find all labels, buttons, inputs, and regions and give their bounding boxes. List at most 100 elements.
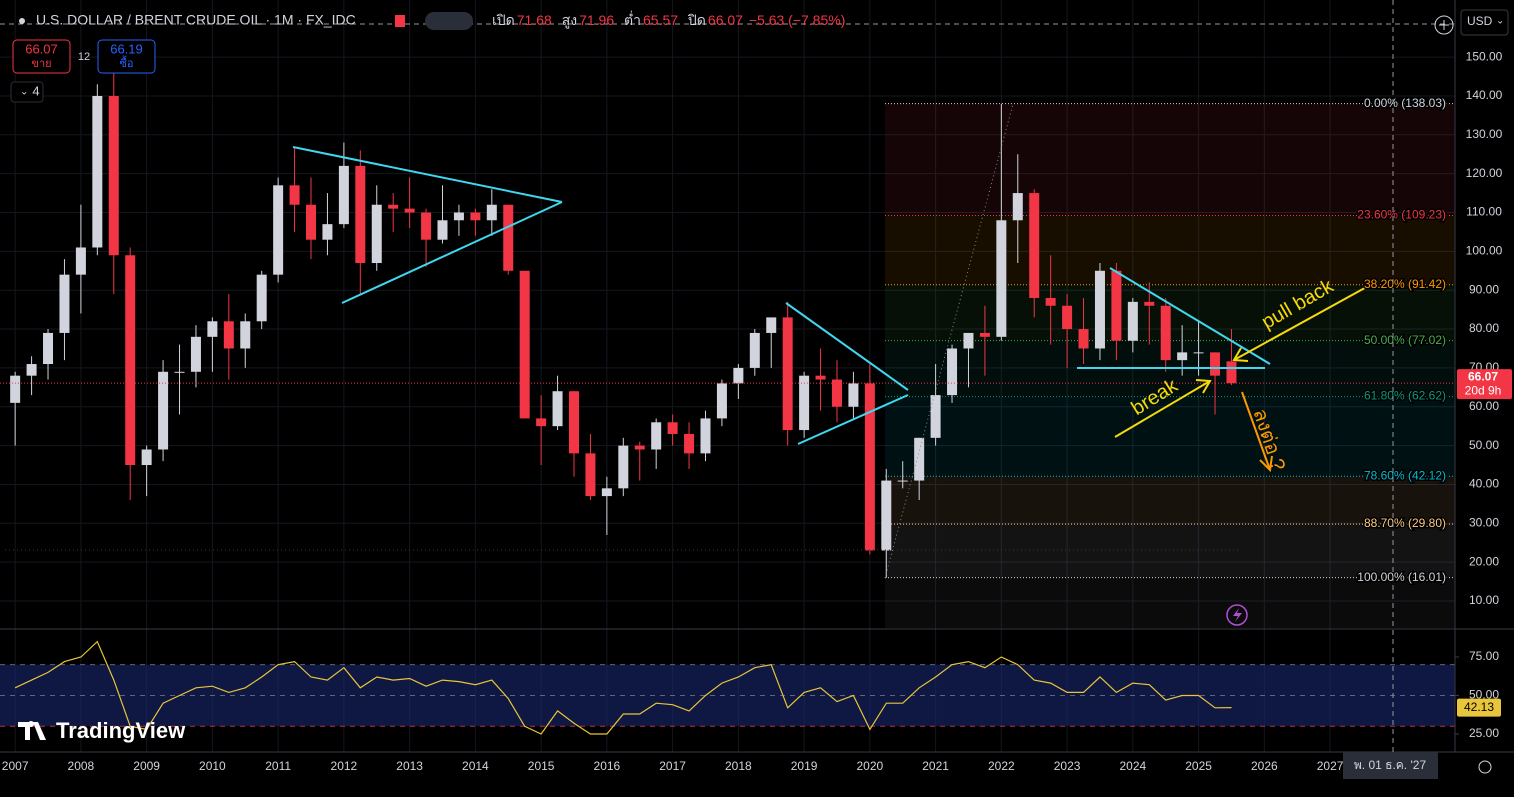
candle-body — [766, 317, 777, 333]
candle-body — [470, 212, 481, 221]
candle-body — [996, 220, 1007, 337]
candle-body — [815, 375, 826, 380]
fib-band — [885, 524, 1455, 578]
candle-body — [1144, 301, 1155, 306]
x-tick-label: 2023 — [1054, 759, 1081, 773]
candle-body — [979, 332, 990, 337]
candle-body — [963, 332, 974, 349]
candle-body — [831, 379, 842, 407]
candle-body — [881, 480, 892, 551]
x-tick-label: 2021 — [922, 759, 949, 773]
add-button[interactable] — [1434, 15, 1454, 35]
y-tick-label: 120.00 — [1466, 166, 1503, 180]
price-tag-value: 66.07 — [1468, 369, 1498, 383]
candle-body — [552, 391, 563, 427]
arrow-head — [1195, 379, 1212, 394]
flag — [395, 15, 405, 27]
candle-body — [1012, 193, 1023, 221]
trendline — [1109, 267, 1271, 365]
x-tick-label: 2012 — [331, 759, 358, 773]
logo-mark — [18, 721, 46, 740]
chevron: ⌄ — [20, 87, 28, 98]
candle-body — [897, 480, 908, 482]
candle-body — [1210, 352, 1221, 376]
candle-body — [26, 364, 37, 376]
candle-body — [453, 212, 464, 221]
candle-body — [848, 383, 859, 407]
candle-body — [256, 274, 267, 322]
close-label: ปิด — [687, 12, 705, 28]
candle-body — [1062, 305, 1073, 330]
x-tick-label: 2020 — [857, 759, 884, 773]
rsi-tag-value: 42.13 — [1464, 700, 1494, 714]
x-tick-label: 2027 — [1317, 759, 1344, 773]
sell-button[interactable] — [12, 39, 71, 74]
candle-body — [1094, 270, 1105, 349]
x-tick-label: 2008 — [68, 759, 95, 773]
candle-body — [92, 95, 103, 248]
symbol[interactable]: U.S. DOLLAR / BRENT CRUDE OIL · 1M · FX_… — [36, 12, 356, 28]
x-tick-label: 2018 — [725, 759, 752, 773]
fib-label: 61.80% (62.62) — [1364, 389, 1446, 403]
arrow — [1233, 283, 1373, 361]
candle-body — [700, 418, 711, 454]
candle-body — [618, 445, 629, 489]
candle-body — [716, 383, 727, 419]
open-label: เปิด — [492, 12, 515, 28]
chevron: ⌄ — [1496, 16, 1504, 27]
candles — [0, 68, 1455, 578]
rsi-band — [0, 664, 1455, 727]
candle-body — [486, 204, 497, 221]
candle-body — [601, 488, 612, 497]
settings-button[interactable] — [1478, 760, 1492, 774]
candle-body — [158, 371, 169, 450]
change: −5.63 (−7.85%) — [749, 12, 846, 28]
add-icon — [1439, 20, 1449, 30]
candle-body — [355, 165, 366, 264]
candle-body — [43, 332, 54, 365]
sell-price: 66.07 — [25, 41, 58, 56]
candle-body — [322, 224, 333, 240]
candle-body — [503, 204, 514, 271]
x-tick-label: 2017 — [659, 759, 686, 773]
rsi-line — [14, 640, 1232, 735]
candle-body — [141, 449, 152, 466]
arrow — [1241, 391, 1271, 471]
candle-body — [1226, 361, 1237, 384]
status-pill[interactable] — [425, 12, 473, 30]
y-tick-label: 140.00 — [1466, 88, 1503, 102]
y-tick-label: 30.00 — [1469, 515, 1499, 529]
indicators-toggle[interactable] — [10, 81, 44, 103]
x-tick-label: 2026 — [1251, 759, 1278, 773]
candle-body — [108, 95, 119, 256]
candle-body — [782, 317, 793, 431]
fib-retracement — [885, 103, 1455, 628]
candle-body — [1127, 301, 1138, 341]
x-tick-label: 2019 — [791, 759, 818, 773]
x-tick-label: 2011 — [265, 759, 291, 773]
fib-band — [885, 396, 1455, 477]
buy-label: ซื้อ — [119, 55, 133, 70]
low-label: ต่ำ — [624, 11, 641, 28]
high-label: สูง — [562, 12, 577, 29]
currency: USD — [1467, 14, 1493, 28]
event-icon[interactable] — [1226, 604, 1248, 626]
candle-body — [223, 321, 234, 349]
candle-body — [667, 422, 678, 434]
fib-label: 23.60% (109.23) — [1357, 208, 1446, 222]
candle-body — [799, 375, 810, 431]
y-tick-label: 100.00 — [1466, 244, 1503, 258]
candle-body — [684, 433, 695, 454]
candle-body — [585, 453, 596, 497]
candle-body — [240, 321, 251, 349]
candle-body — [749, 332, 760, 368]
x-tick-label: 2015 — [528, 759, 555, 773]
y-tick-label: 60.00 — [1469, 399, 1499, 413]
currency-button[interactable] — [1460, 9, 1509, 36]
x-tick-label: 2025 — [1185, 759, 1212, 773]
candle-body — [947, 348, 958, 396]
candle-body — [519, 270, 530, 419]
buy-button[interactable] — [97, 39, 156, 74]
fib-label: 0.00% (138.03) — [1364, 96, 1446, 110]
